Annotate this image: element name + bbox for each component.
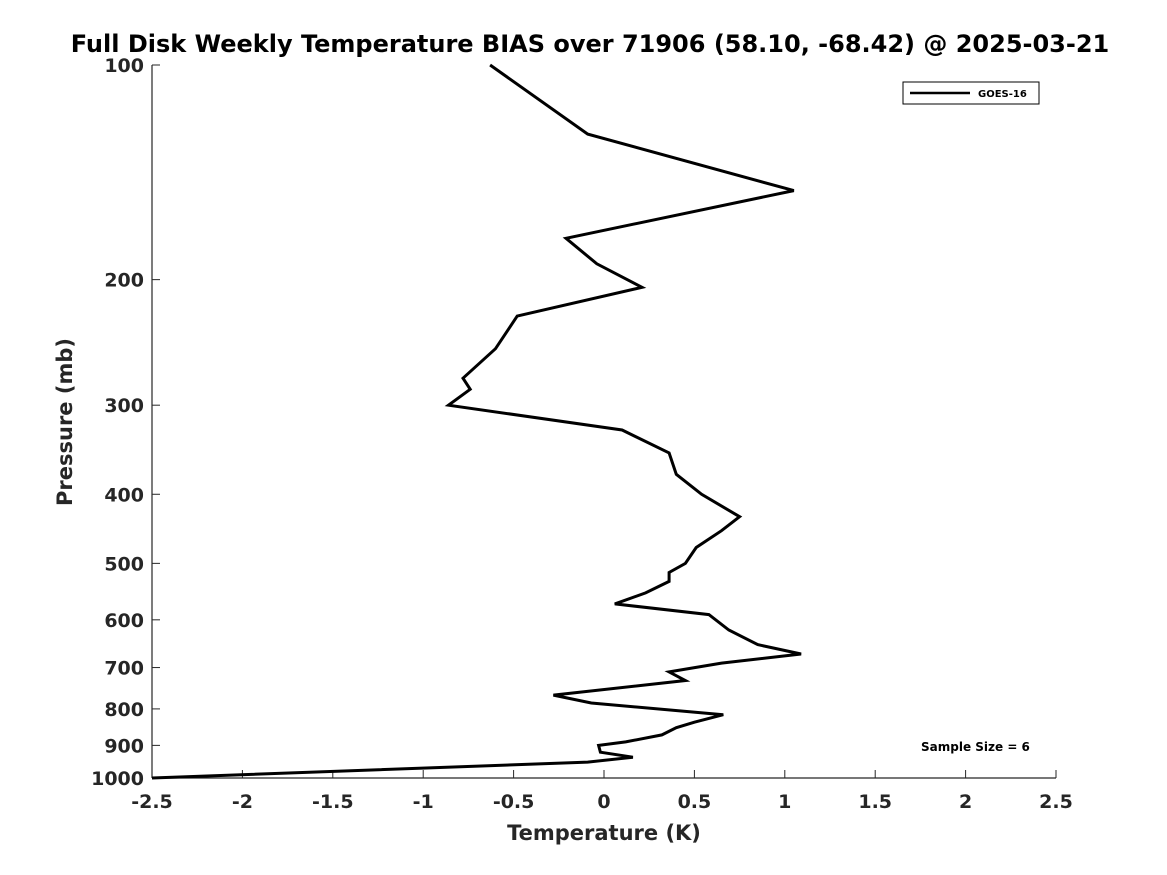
y-tick-label: 400 (104, 484, 144, 506)
chart-title: Full Disk Weekly Temperature BIAS over 7… (71, 30, 1110, 58)
x-tick-label: 1 (778, 791, 791, 813)
x-tick-label: -2.5 (131, 791, 173, 813)
y-tick-label: 900 (104, 735, 144, 757)
x-tick-label: 2.5 (1039, 791, 1073, 813)
x-tick-label: 1.5 (858, 791, 892, 813)
y-tick-label: 500 (104, 553, 144, 575)
series-line-goes-16 (151, 63, 802, 780)
x-axis-ticks: -2.5 -2 -1.5 -1 -0.5 0 0.5 1 1.5 2 2.5 (131, 770, 1073, 813)
y-tick-label: 100 (104, 55, 144, 77)
x-tick-label: -2 (232, 791, 253, 813)
x-axis-label: Temperature (K) (507, 821, 701, 845)
y-tick-label: 200 (104, 270, 144, 292)
y-axis-label: Pressure (mb) (53, 338, 77, 506)
x-tick-label: 0 (597, 791, 610, 813)
x-tick-label: 0.5 (678, 791, 712, 813)
legend-box (902, 81, 1040, 105)
series-layer (151, 63, 802, 780)
x-tick-label: -1.5 (312, 791, 354, 813)
y-axis-ticks: 100 200 300 400 500 600 700 800 900 1000 (91, 55, 160, 790)
x-tick-label: -0.5 (493, 791, 535, 813)
y-tick-label: 300 (104, 395, 144, 417)
x-tick-label: -1 (413, 791, 434, 813)
legend-label-goes-16: GOES-16 (978, 89, 1027, 100)
y-tick-label: 700 (104, 658, 144, 680)
legend: GOES-16 (902, 81, 1040, 105)
sample-size-annotation: Sample Size = 6 (921, 740, 1030, 754)
y-tick-label: 1000 (91, 768, 144, 790)
y-tick-label: 800 (104, 699, 144, 721)
y-tick-label: 600 (104, 610, 144, 632)
x-tick-label: 2 (959, 791, 972, 813)
